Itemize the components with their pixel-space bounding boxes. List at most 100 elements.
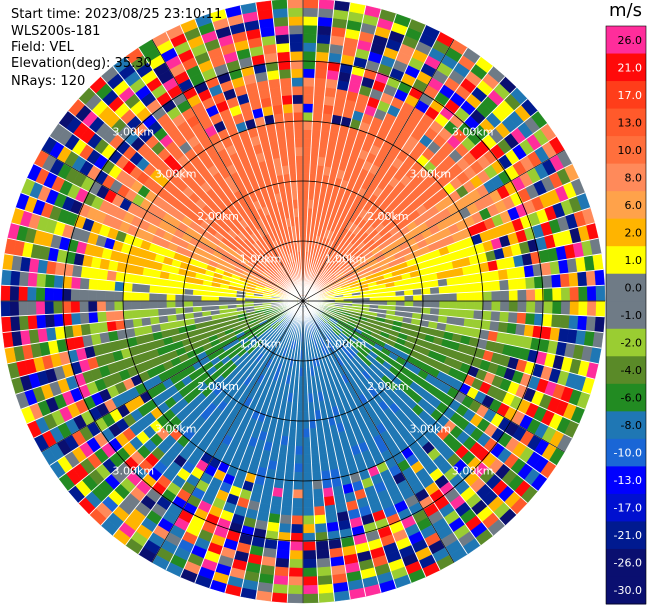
colorbar-tick-label: -10.0 — [614, 447, 642, 460]
velocity-gate — [480, 319, 492, 331]
velocity-gate — [292, 111, 304, 122]
velocity-gate — [542, 313, 553, 328]
velocity-gate — [455, 283, 466, 294]
velocity-gate — [542, 274, 553, 289]
velocity-gate — [273, 16, 289, 27]
velocity-gate — [302, 402, 310, 412]
velocity-gate — [560, 286, 571, 302]
velocity-gate — [302, 471, 313, 482]
velocity-gate — [497, 321, 509, 334]
ray-gap — [306, 66, 494, 297]
velocity-gate — [44, 313, 55, 329]
velocity-gate — [131, 291, 141, 302]
velocity-gate — [290, 524, 304, 534]
velocity-gate — [464, 282, 475, 293]
velocity-gate — [295, 437, 304, 447]
velocity-gate — [122, 291, 133, 302]
velocity-gate — [324, 86, 337, 98]
velocity-gate — [302, 7, 319, 18]
velocity-gate — [302, 454, 312, 464]
velocity-gate — [292, 489, 304, 499]
ray-gap — [307, 98, 528, 298]
velocity-gate — [270, 95, 283, 107]
velocity-gate — [517, 289, 527, 302]
velocity-gate — [285, 138, 296, 149]
ray-gap — [308, 207, 591, 300]
velocity-gate — [271, 487, 284, 498]
velocity-gate — [312, 103, 324, 114]
velocity-gate — [284, 462, 295, 473]
velocity-gate — [302, 120, 313, 131]
velocity-gate — [314, 523, 328, 534]
velocity-gate — [312, 112, 323, 123]
velocity-gate — [525, 276, 536, 290]
velocity-gate — [267, 78, 281, 89]
velocity-gate — [296, 181, 304, 191]
velocity-gate — [302, 428, 311, 438]
velocity-gate — [517, 300, 527, 313]
velocity-gate — [114, 310, 125, 321]
range-ring-label: 3.00km — [155, 422, 197, 435]
velocity-gate — [283, 120, 295, 131]
velocity-gate — [122, 300, 133, 311]
velocity-gate — [18, 271, 29, 287]
velocity-gate — [465, 300, 475, 311]
velocity-gate — [302, 506, 315, 517]
velocity-gate — [447, 292, 458, 302]
velocity-gate — [122, 309, 133, 321]
velocity-gate — [272, 583, 289, 595]
velocity-gate — [578, 285, 588, 302]
velocity-gate — [289, 50, 304, 61]
velocity-gate — [333, 590, 351, 602]
velocity-gate — [140, 308, 151, 319]
ray-gap — [308, 192, 586, 300]
velocity-gate — [283, 479, 294, 490]
velocity-gate — [302, 550, 317, 560]
velocity-gate — [302, 584, 319, 595]
velocity-gate — [322, 487, 335, 498]
velocity-gate — [295, 428, 304, 438]
ray-gap — [308, 163, 573, 299]
velocity-gate — [594, 269, 605, 286]
velocity-gate — [456, 300, 466, 310]
colorbar-tick-label: 26.0 — [618, 34, 643, 47]
velocity-gate — [291, 515, 304, 525]
velocity-gate — [317, 7, 334, 19]
velocity-gate — [96, 289, 106, 302]
ray-gap — [308, 222, 595, 300]
velocity-gate — [313, 86, 326, 97]
velocity-gate — [294, 454, 304, 464]
velocity-gate — [302, 155, 311, 165]
velocity-gate — [489, 269, 500, 282]
velocity-gate — [113, 290, 124, 302]
velocity-gate — [53, 313, 64, 328]
velocity-gate — [87, 300, 98, 313]
velocity-gate — [70, 276, 81, 290]
velocity-gate — [183, 294, 193, 302]
velocity-gate — [302, 558, 318, 569]
velocity-gate — [255, 0, 273, 12]
velocity-gate — [500, 289, 510, 302]
velocity-gate — [302, 181, 310, 191]
velocity-gate — [302, 411, 310, 421]
velocity-gate — [295, 155, 304, 165]
velocity-gate — [577, 271, 588, 287]
velocity-gate — [302, 33, 318, 44]
velocity-gate — [507, 278, 518, 291]
velocity-gate — [292, 480, 304, 491]
velocity-gate — [273, 112, 285, 124]
velocity-gate — [302, 593, 320, 604]
velocity-gate — [302, 42, 317, 52]
velocity-gate — [315, 42, 331, 53]
velocity-gate — [314, 68, 328, 79]
velocity-gate — [302, 146, 312, 157]
velocity-gate — [325, 78, 339, 89]
velocity-gate — [413, 294, 423, 302]
velocity-gate — [526, 288, 536, 302]
velocity-gate — [473, 309, 484, 321]
velocity-gate — [88, 311, 99, 324]
velocity-gate — [317, 16, 333, 27]
velocity-gate — [464, 309, 475, 320]
velocity-gate — [9, 315, 21, 332]
velocity-gate — [323, 495, 336, 507]
